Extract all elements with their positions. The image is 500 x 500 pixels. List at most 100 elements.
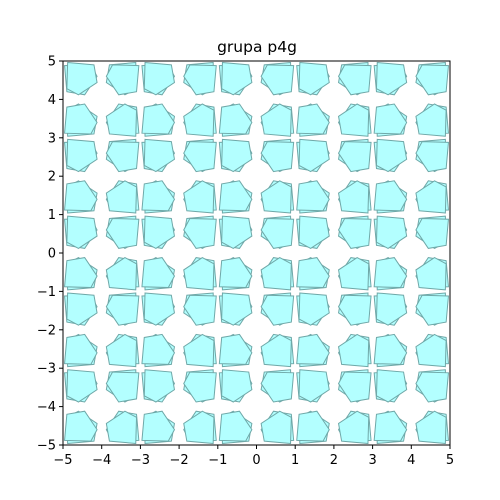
motif-tile-161 — [141, 180, 176, 212]
motif-tile-217 — [218, 257, 253, 289]
motif-tile-361 — [373, 103, 408, 135]
motif-tile-375 — [375, 61, 408, 96]
y-tick-label-6: 1 — [48, 208, 56, 223]
x-tick-label-1: −4 — [92, 453, 111, 468]
motif-tile-247 — [221, 61, 253, 96]
motif-tile-151 — [143, 369, 176, 403]
motif-tile-421 — [415, 217, 449, 249]
motif-tile-239 — [221, 138, 253, 173]
x-tick-label-4: −1 — [208, 453, 227, 468]
motif-tile-405 — [415, 371, 449, 403]
motif-tile-229 — [183, 217, 217, 249]
motif-tile-337 — [373, 333, 408, 365]
motif-tile-139 — [105, 410, 138, 445]
motif-tile-365 — [337, 141, 372, 173]
y-tick-label-4: −1 — [37, 285, 56, 300]
motif-tile-339 — [337, 333, 370, 368]
motif-tile-201 — [218, 410, 253, 442]
motif-tile-87 — [66, 369, 98, 403]
motif-tile-349 — [337, 294, 372, 326]
motif-tile-157 — [105, 294, 140, 326]
motif-tile-301 — [260, 141, 295, 173]
motif-tile-373 — [337, 64, 372, 96]
motif-tile-411 — [415, 257, 447, 291]
motif-tile-97 — [64, 180, 98, 212]
x-tick-label-7: 2 — [330, 453, 338, 468]
motif-tile-147 — [105, 333, 138, 368]
motif-tile-167 — [143, 215, 176, 249]
motif-tile-297 — [296, 103, 330, 135]
x-tick-label-2: −3 — [131, 453, 150, 468]
motif-tile-295 — [298, 215, 330, 249]
motif-tile-119 — [66, 61, 98, 96]
x-tick-label-8: 3 — [368, 453, 376, 468]
motif-tile-291 — [260, 180, 292, 214]
motif-tile-111 — [66, 138, 98, 173]
motif-tile-223 — [221, 292, 253, 326]
motif-tile-363 — [337, 103, 370, 137]
motif-tile-183 — [143, 61, 176, 96]
motif-tile-287 — [298, 292, 330, 326]
motif-tile-437 — [415, 64, 449, 96]
y-tick-label-3: −2 — [37, 323, 56, 338]
motif-tile-215 — [221, 369, 253, 403]
motif-tile-149 — [105, 371, 140, 403]
x-axis: −5 −4 −3 −2 −1 0 1 2 3 4 5 — [53, 445, 454, 468]
motif-tile-289 — [296, 180, 330, 212]
motif-tile-293 — [260, 217, 295, 249]
x-tick-label-3: −2 — [170, 453, 189, 468]
motif-tile-103 — [66, 215, 98, 249]
chart-title: grupa p4g — [217, 38, 297, 56]
motif-tile-275 — [260, 333, 292, 368]
motif-tile-153 — [141, 257, 176, 289]
motif-tile-345 — [373, 257, 408, 289]
motif-tile-419 — [415, 180, 447, 214]
x-tick-label-10: 5 — [446, 453, 454, 468]
motif-tile-165 — [105, 217, 140, 249]
motif-tile-237 — [183, 141, 217, 173]
motif-tile-173 — [105, 141, 140, 173]
motif-tile-299 — [260, 103, 292, 137]
motif-tile-211 — [183, 333, 215, 368]
motif-tile-285 — [260, 294, 295, 326]
motif-tile-283 — [260, 257, 292, 291]
motif-tile-227 — [183, 180, 215, 214]
x-tick-label-6: 1 — [291, 453, 299, 468]
motif-tile-213 — [183, 371, 217, 403]
y-tick-label-1: −4 — [37, 400, 56, 415]
motif-tile-171 — [105, 103, 138, 137]
motif-tile-427 — [415, 103, 447, 137]
motif-tile-235 — [183, 103, 215, 137]
motif-tile-357 — [337, 217, 372, 249]
motif-tile-331 — [337, 410, 370, 445]
motif-tile-267 — [260, 410, 292, 445]
y-tick-label-10: 5 — [48, 55, 56, 70]
motif-tile-159 — [143, 292, 176, 326]
motif-tile-329 — [373, 410, 408, 442]
x-tick-label-9: 4 — [407, 453, 415, 468]
motif-tile-303 — [298, 138, 330, 173]
motif-tile-163 — [105, 180, 138, 214]
motif-tile-137 — [141, 410, 176, 442]
motif-tile-245 — [183, 64, 217, 96]
motif-tile-81 — [64, 333, 98, 365]
motif-tile-89 — [64, 257, 98, 289]
motif-tile-203 — [183, 410, 215, 445]
motif-tile-311 — [298, 61, 330, 96]
motif-tile-413 — [415, 294, 449, 326]
y-tick-label-5: 0 — [48, 247, 56, 262]
motif-tile-169 — [141, 103, 176, 135]
y-tick-label-0: −5 — [37, 439, 56, 454]
y-tick-label-2: −3 — [37, 362, 56, 377]
motif-tile-341 — [337, 371, 372, 403]
motif-tile-367 — [375, 138, 408, 173]
motif-tile-231 — [221, 215, 253, 249]
motif-tile-277 — [260, 371, 295, 403]
motif-tile-355 — [337, 180, 370, 214]
motif-tile-343 — [375, 369, 408, 403]
y-tick-label-9: 4 — [48, 93, 56, 108]
motif-tile-209 — [218, 333, 253, 365]
x-tick-label-5: 0 — [252, 453, 260, 468]
